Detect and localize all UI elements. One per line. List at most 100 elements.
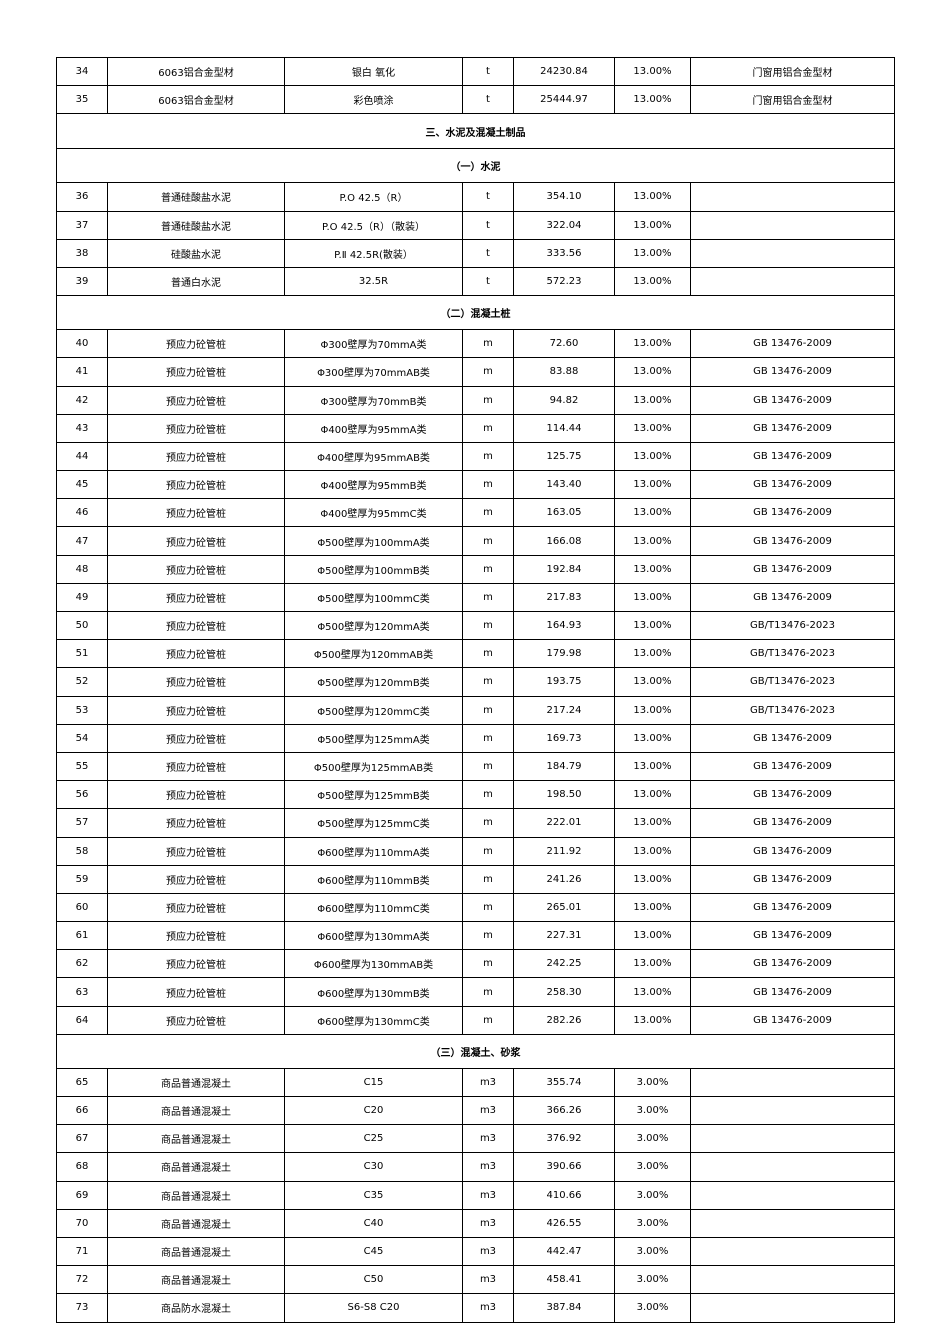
- cell-unit: m: [462, 780, 514, 810]
- cell-name: 预应力砼管桩: [107, 582, 285, 613]
- cell-spec: C25: [284, 1124, 463, 1154]
- cell-spec: Φ600壁厚为130mmA类: [284, 921, 463, 951]
- cell-unit: m: [462, 977, 514, 1007]
- cell-price: 333.56: [513, 238, 615, 268]
- cell-name: 商品防水混凝土: [107, 1293, 285, 1323]
- cell-spec: 32.5R: [284, 266, 463, 297]
- cell-no: 69: [56, 1180, 108, 1210]
- cell-note: GB 13476-2009: [690, 413, 895, 443]
- cell-price: 143.40: [513, 470, 615, 500]
- cell-unit: m3: [462, 1095, 514, 1126]
- table-body: 34 6063铝合金型材 银白 氧化 t 24230.84 13.00% 门窗用铝合金型材 3…: [56, 56, 895, 1323]
- cell-spec: Φ600壁厚为110mmC类: [284, 892, 463, 923]
- cell-price: 163.05: [513, 498, 615, 528]
- table-row: 50 预应力砼管桩 Φ500壁厚为120mmA类 m 164.93 13.00% GB/T1…: [56, 610, 895, 641]
- cell-no: 72: [56, 1265, 108, 1295]
- cell-no: 43: [56, 413, 108, 443]
- cell-name: 预应力砼管桩: [107, 808, 285, 838]
- cell-price: 376.92: [513, 1124, 615, 1154]
- cell-no: 62: [56, 949, 108, 979]
- cell-note: [690, 238, 895, 268]
- cell-name: 预应力砼管桩: [107, 1005, 285, 1035]
- cell-no: 67: [56, 1124, 108, 1154]
- cell-unit: m3: [462, 1208, 514, 1238]
- cell-tax: 13.00%: [614, 182, 691, 212]
- cell-spec: Φ600壁厚为110mmB类: [284, 864, 463, 894]
- cell-price: 355.74: [513, 1067, 615, 1098]
- cell-name: 普通硅酸盐水泥: [107, 210, 285, 240]
- cell-price: 198.50: [513, 780, 615, 810]
- cell-tax: 3.00%: [614, 1208, 691, 1238]
- cell-tax: 13.00%: [614, 413, 691, 443]
- cell-price: 24230.84: [513, 56, 615, 87]
- table-row: 58 预应力砼管桩 Φ600壁厚为110mmA类 m 211.92 13.00% GB 13…: [56, 836, 895, 866]
- table-row: 66 商品普通混凝土 C20 m3 366.26 3.00%: [56, 1095, 895, 1126]
- cell-unit: m3: [462, 1067, 514, 1098]
- cell-unit: m3: [462, 1152, 514, 1182]
- cell-spec: Φ500壁厚为125mmA类: [284, 723, 463, 753]
- cell-spec: Φ500壁厚为120mmB类: [284, 667, 463, 697]
- cell-spec: Φ400壁厚为95mmAB类: [284, 441, 463, 472]
- cell-tax: 13.00%: [614, 1005, 691, 1035]
- cell-note: [690, 1265, 895, 1295]
- cell-spec: P.Ⅱ 42.5R(散装）: [284, 238, 463, 268]
- cell-no: 61: [56, 921, 108, 951]
- cell-tax: 13.00%: [614, 266, 691, 297]
- cell-note: GB 13476-2009: [690, 470, 895, 500]
- cell-spec: P.O 42.5（R）: [284, 182, 463, 212]
- cell-tax: 3.00%: [614, 1152, 691, 1182]
- cell-tax: 13.00%: [614, 554, 691, 584]
- cell-spec: Φ500壁厚为100mmC类: [284, 582, 463, 613]
- cell-name: 预应力砼管桩: [107, 864, 285, 894]
- cell-note: GB 13476-2009: [690, 892, 895, 923]
- cell-unit: m3: [462, 1124, 514, 1154]
- table-row: 68 商品普通混凝土 C30 m3 390.66 3.00%: [56, 1152, 895, 1182]
- cell-unit: m: [462, 949, 514, 979]
- cell-tax: 13.00%: [614, 85, 691, 115]
- cell-note: [690, 1293, 895, 1323]
- cell-tax: 13.00%: [614, 526, 691, 556]
- cell-note: GB 13476-2009: [690, 977, 895, 1007]
- cell-no: 45: [56, 470, 108, 500]
- cell-name: 预应力砼管桩: [107, 554, 285, 584]
- cell-no: 64: [56, 1005, 108, 1035]
- cell-spec: Φ300壁厚为70mmB类: [284, 385, 463, 415]
- cell-name: 硅酸盐水泥: [107, 238, 285, 268]
- cell-tax: 13.00%: [614, 780, 691, 810]
- table-row: 39 普通白水泥 32.5R t 572.23 13.00%: [56, 266, 895, 297]
- cell-name: 商品普通混凝土: [107, 1152, 285, 1182]
- cell-note: [690, 210, 895, 240]
- cell-note: GB 13476-2009: [690, 808, 895, 838]
- cell-price: 442.47: [513, 1236, 615, 1267]
- cell-price: 426.55: [513, 1208, 615, 1238]
- cell-unit: m: [462, 836, 514, 866]
- cell-spec: 银白 氧化: [284, 56, 463, 87]
- cell-no: 46: [56, 498, 108, 528]
- cell-name: 预应力砼管桩: [107, 695, 285, 725]
- cell-no: 53: [56, 695, 108, 725]
- cell-tax: 13.00%: [614, 470, 691, 500]
- cell-note: GB 13476-2009: [690, 329, 895, 359]
- cell-spec: Φ500壁厚为100mmB类: [284, 554, 463, 584]
- cell-price: 222.01: [513, 808, 615, 838]
- cell-tax: 13.00%: [614, 808, 691, 838]
- cell-no: 44: [56, 441, 108, 472]
- cell-tax: 13.00%: [614, 498, 691, 528]
- cell-unit: m: [462, 385, 514, 415]
- subsection-header-row: （二）混凝土桩: [56, 295, 895, 331]
- cell-spec: C15: [284, 1067, 463, 1098]
- table-row: 40 预应力砼管桩 Φ300壁厚为70mmA类 m 72.60 13.00% GB 1347…: [56, 329, 895, 359]
- cell-spec: Φ400壁厚为95mmC类: [284, 498, 463, 528]
- cell-tax: 13.00%: [614, 639, 691, 669]
- cell-name: 预应力砼管桩: [107, 329, 285, 359]
- cell-price: 72.60: [513, 329, 615, 359]
- cell-unit: m: [462, 498, 514, 528]
- cell-spec: Φ600壁厚为130mmAB类: [284, 949, 463, 979]
- cell-name: 预应力砼管桩: [107, 949, 285, 979]
- cell-no: 50: [56, 610, 108, 641]
- table-row: 49 预应力砼管桩 Φ500壁厚为100mmC类 m 217.83 13.00% GB 13…: [56, 582, 895, 613]
- cell-no: 71: [56, 1236, 108, 1267]
- cell-note: [690, 182, 895, 212]
- cell-tax: 13.00%: [614, 357, 691, 387]
- cell-note: GB/T13476-2023: [690, 639, 895, 669]
